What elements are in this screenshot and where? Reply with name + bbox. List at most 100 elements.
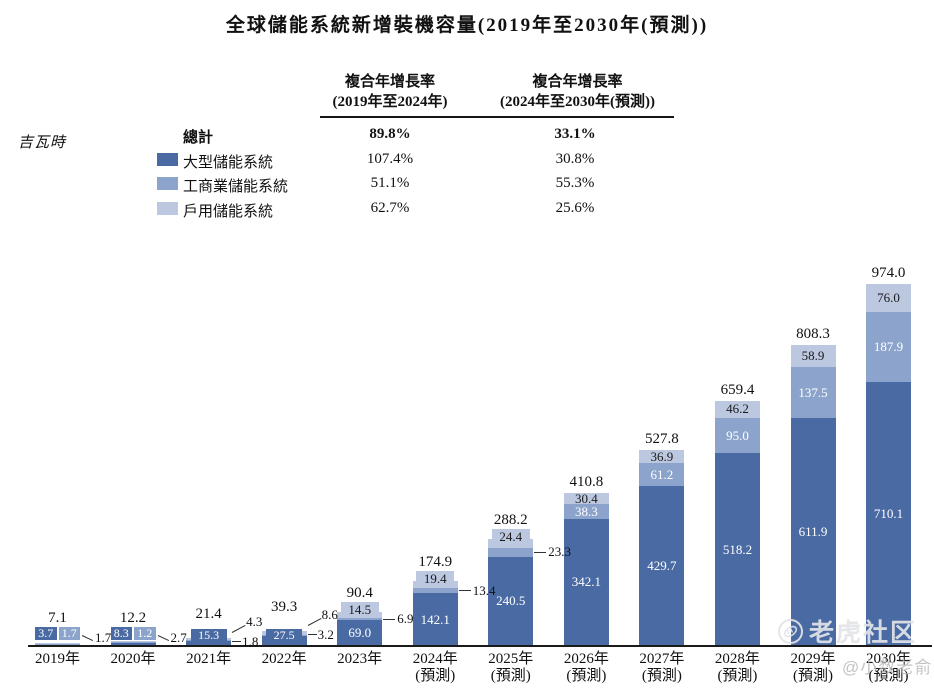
x-axis-year: 2023年: [337, 651, 383, 667]
x-axis-line: [28, 645, 932, 647]
cagr-header-2019-2024-line2: (2019年至2024年): [332, 94, 448, 110]
x-axis-label: 2022年: [242, 651, 326, 668]
x-axis-forecast-tag: (預測): [793, 668, 833, 684]
legend-label: 總計: [183, 130, 214, 146]
bar-value-label: 36.9: [650, 448, 674, 464]
legend-label: 工商業儲能系統: [183, 179, 289, 196]
x-axis-label: 2019年: [16, 651, 100, 668]
x-axis-year: 2022年: [261, 651, 307, 667]
bar-segment-commercial: [412, 588, 458, 594]
bar-value-label: 518.2: [722, 541, 753, 557]
x-axis-label: 2026年 (預測): [544, 651, 628, 685]
cagr-header-2024-2030-line2: (2024年至2030年(預測)): [500, 94, 655, 110]
cagr-header-2024-2030: 複合年增長率 (2024年至2030年(預測)): [475, 72, 680, 112]
cagr-value-2019-2024: 107.4%: [366, 150, 414, 167]
bar-segment-utility: [488, 556, 534, 646]
callout-line: [307, 618, 322, 627]
bar-segment-utility: [110, 642, 156, 646]
bar-value-label: 342.1: [571, 574, 601, 590]
x-axis-forecast-tag: (預測): [490, 668, 531, 684]
x-axis-forecast-tag: (預測): [566, 668, 607, 684]
bar-total-label: 659.4: [720, 381, 755, 398]
x-axis-label: 2024年 (預測): [393, 651, 477, 685]
x-axis-year: 2025年: [488, 651, 534, 667]
x-axis-year: 2021年: [186, 651, 232, 667]
bar-total-label: 974.0: [871, 264, 906, 281]
x-axis-year: 2030年: [866, 651, 912, 667]
bar-value-chip: 27.5: [266, 629, 303, 642]
bar-total-label: 12.2: [119, 610, 147, 626]
legend-swatch: [157, 202, 178, 216]
x-axis-year: 2029年: [790, 651, 836, 667]
legend-label: 戶用儲能系統: [183, 204, 274, 221]
bar-value-label: 69.0: [348, 625, 372, 641]
bar-value-chip: 15.3: [190, 629, 227, 642]
callout-line: [307, 634, 317, 636]
y-axis-unit-label: 吉瓦時: [18, 135, 67, 151]
bar-segment-commercial: [337, 617, 383, 621]
bar-value-label: 58.9: [801, 348, 825, 364]
x-axis-label: 2021年: [167, 651, 251, 668]
cagr-value-2024-2030: 33.1%: [554, 126, 596, 142]
cagr-value-2019-2024: 89.8%: [369, 126, 411, 142]
x-axis-forecast-tag: (預測): [641, 668, 682, 684]
bar-total-label: 7.1: [48, 610, 67, 626]
bar-segment-commercial: [639, 463, 685, 487]
x-axis-label: 2030年 (預測): [847, 651, 931, 685]
bar-total-label: 288.2: [493, 511, 528, 528]
callout-line: [534, 551, 547, 553]
user-watermark: @小数老俞: [842, 658, 933, 677]
bar-total-label: 410.8: [569, 474, 604, 491]
x-axis-forecast-tag: (預測): [868, 668, 909, 684]
bar-value-label: 429.7: [647, 558, 677, 574]
bar-value-label: 710.1: [873, 505, 904, 521]
cagr-header-2019-2024-line1: 複合年增長率: [344, 74, 435, 90]
bar-segment-utility: [412, 593, 458, 646]
bar-value-label: 46.2: [726, 401, 749, 417]
cagr-value-2024-2030: 25.6%: [555, 200, 595, 217]
bar-value-label: 13.4: [472, 582, 496, 598]
bar-segment-residential: [714, 400, 760, 418]
bar-value-label: 95.0: [726, 427, 749, 443]
bar-value-label: 1.7: [95, 630, 112, 645]
bar-value-chip: 24.4: [491, 528, 530, 544]
tiger-community-watermark-text: 老虎社区: [809, 619, 918, 647]
cagr-value-2024-2030: 30.8%: [555, 150, 595, 167]
x-axis-label: 2020年: [91, 651, 175, 668]
bar-value-label: 23.3: [548, 544, 572, 560]
bar-value-label: 2.7: [170, 630, 187, 645]
bar-segment-residential: [866, 283, 912, 312]
x-axis-forecast-tag: (預測): [415, 668, 456, 684]
bar-segment-utility: [714, 453, 760, 646]
bar-segment-commercial: [488, 547, 534, 557]
legend-swatch: [157, 177, 178, 191]
bar-value-label: 1.8: [242, 634, 259, 650]
x-axis-forecast-tag: (預測): [717, 668, 758, 684]
legend-label: 大型儲能系統: [183, 154, 274, 171]
callout-line: [232, 641, 242, 643]
cagr-table-rule: [320, 116, 674, 118]
tiger-logo-icon: [778, 618, 803, 644]
bar-value-label: 76.0: [877, 289, 900, 305]
bar-value-label: 142.1: [420, 611, 450, 627]
x-axis-year: 2028年: [714, 651, 760, 667]
bar-segment-residential: [563, 493, 609, 505]
tiger-community-watermark: 老虎社区: [777, 615, 933, 647]
bar-value-label: 61.2: [650, 466, 674, 482]
bar-value-chip: 1.2: [134, 627, 156, 640]
chart-title: 全球儲能系統新增裝機容量(2019年至2030年(預測)): [225, 15, 709, 36]
callout-line: [458, 590, 471, 592]
bar-value-label: 8.6: [321, 607, 338, 623]
x-axis-label: 2023年: [318, 651, 402, 668]
bar-total-label: 21.4: [195, 606, 222, 623]
bar-segment-residential: [110, 641, 156, 643]
bar-segment-residential: [639, 449, 685, 464]
bar-segment-commercial: [714, 417, 760, 454]
bar-segment-utility: [563, 518, 609, 646]
x-axis-label: 2027年 (預測): [620, 651, 704, 685]
bar-value-label: 3.2: [317, 627, 334, 643]
x-axis-label: 2029年 (預測): [771, 651, 855, 685]
bar-value-chip: 3.7: [35, 627, 57, 640]
bar-value-label: 38.3: [574, 503, 598, 519]
bar-segment-residential: [790, 345, 836, 368]
